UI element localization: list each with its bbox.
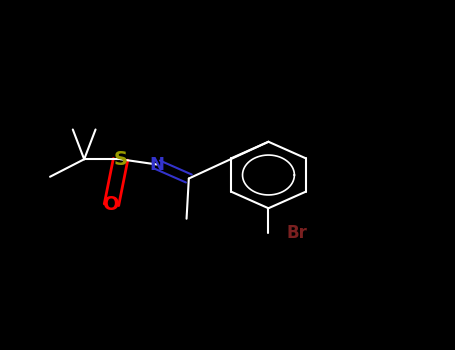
Text: N: N bbox=[150, 155, 164, 174]
Text: S: S bbox=[114, 150, 127, 169]
Text: Br: Br bbox=[287, 224, 308, 242]
Text: O: O bbox=[103, 195, 120, 214]
